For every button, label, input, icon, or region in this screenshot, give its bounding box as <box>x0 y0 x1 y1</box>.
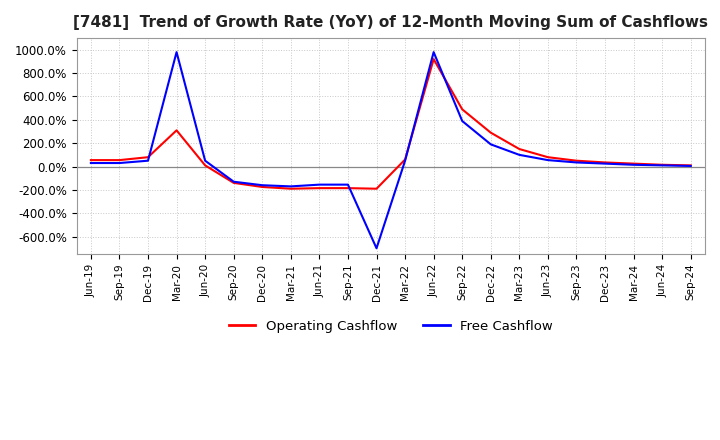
Title: [7481]  Trend of Growth Rate (YoY) of 12-Month Moving Sum of Cashflows: [7481] Trend of Growth Rate (YoY) of 12-… <box>73 15 708 30</box>
Legend: Operating Cashflow, Free Cashflow: Operating Cashflow, Free Cashflow <box>223 315 558 338</box>
